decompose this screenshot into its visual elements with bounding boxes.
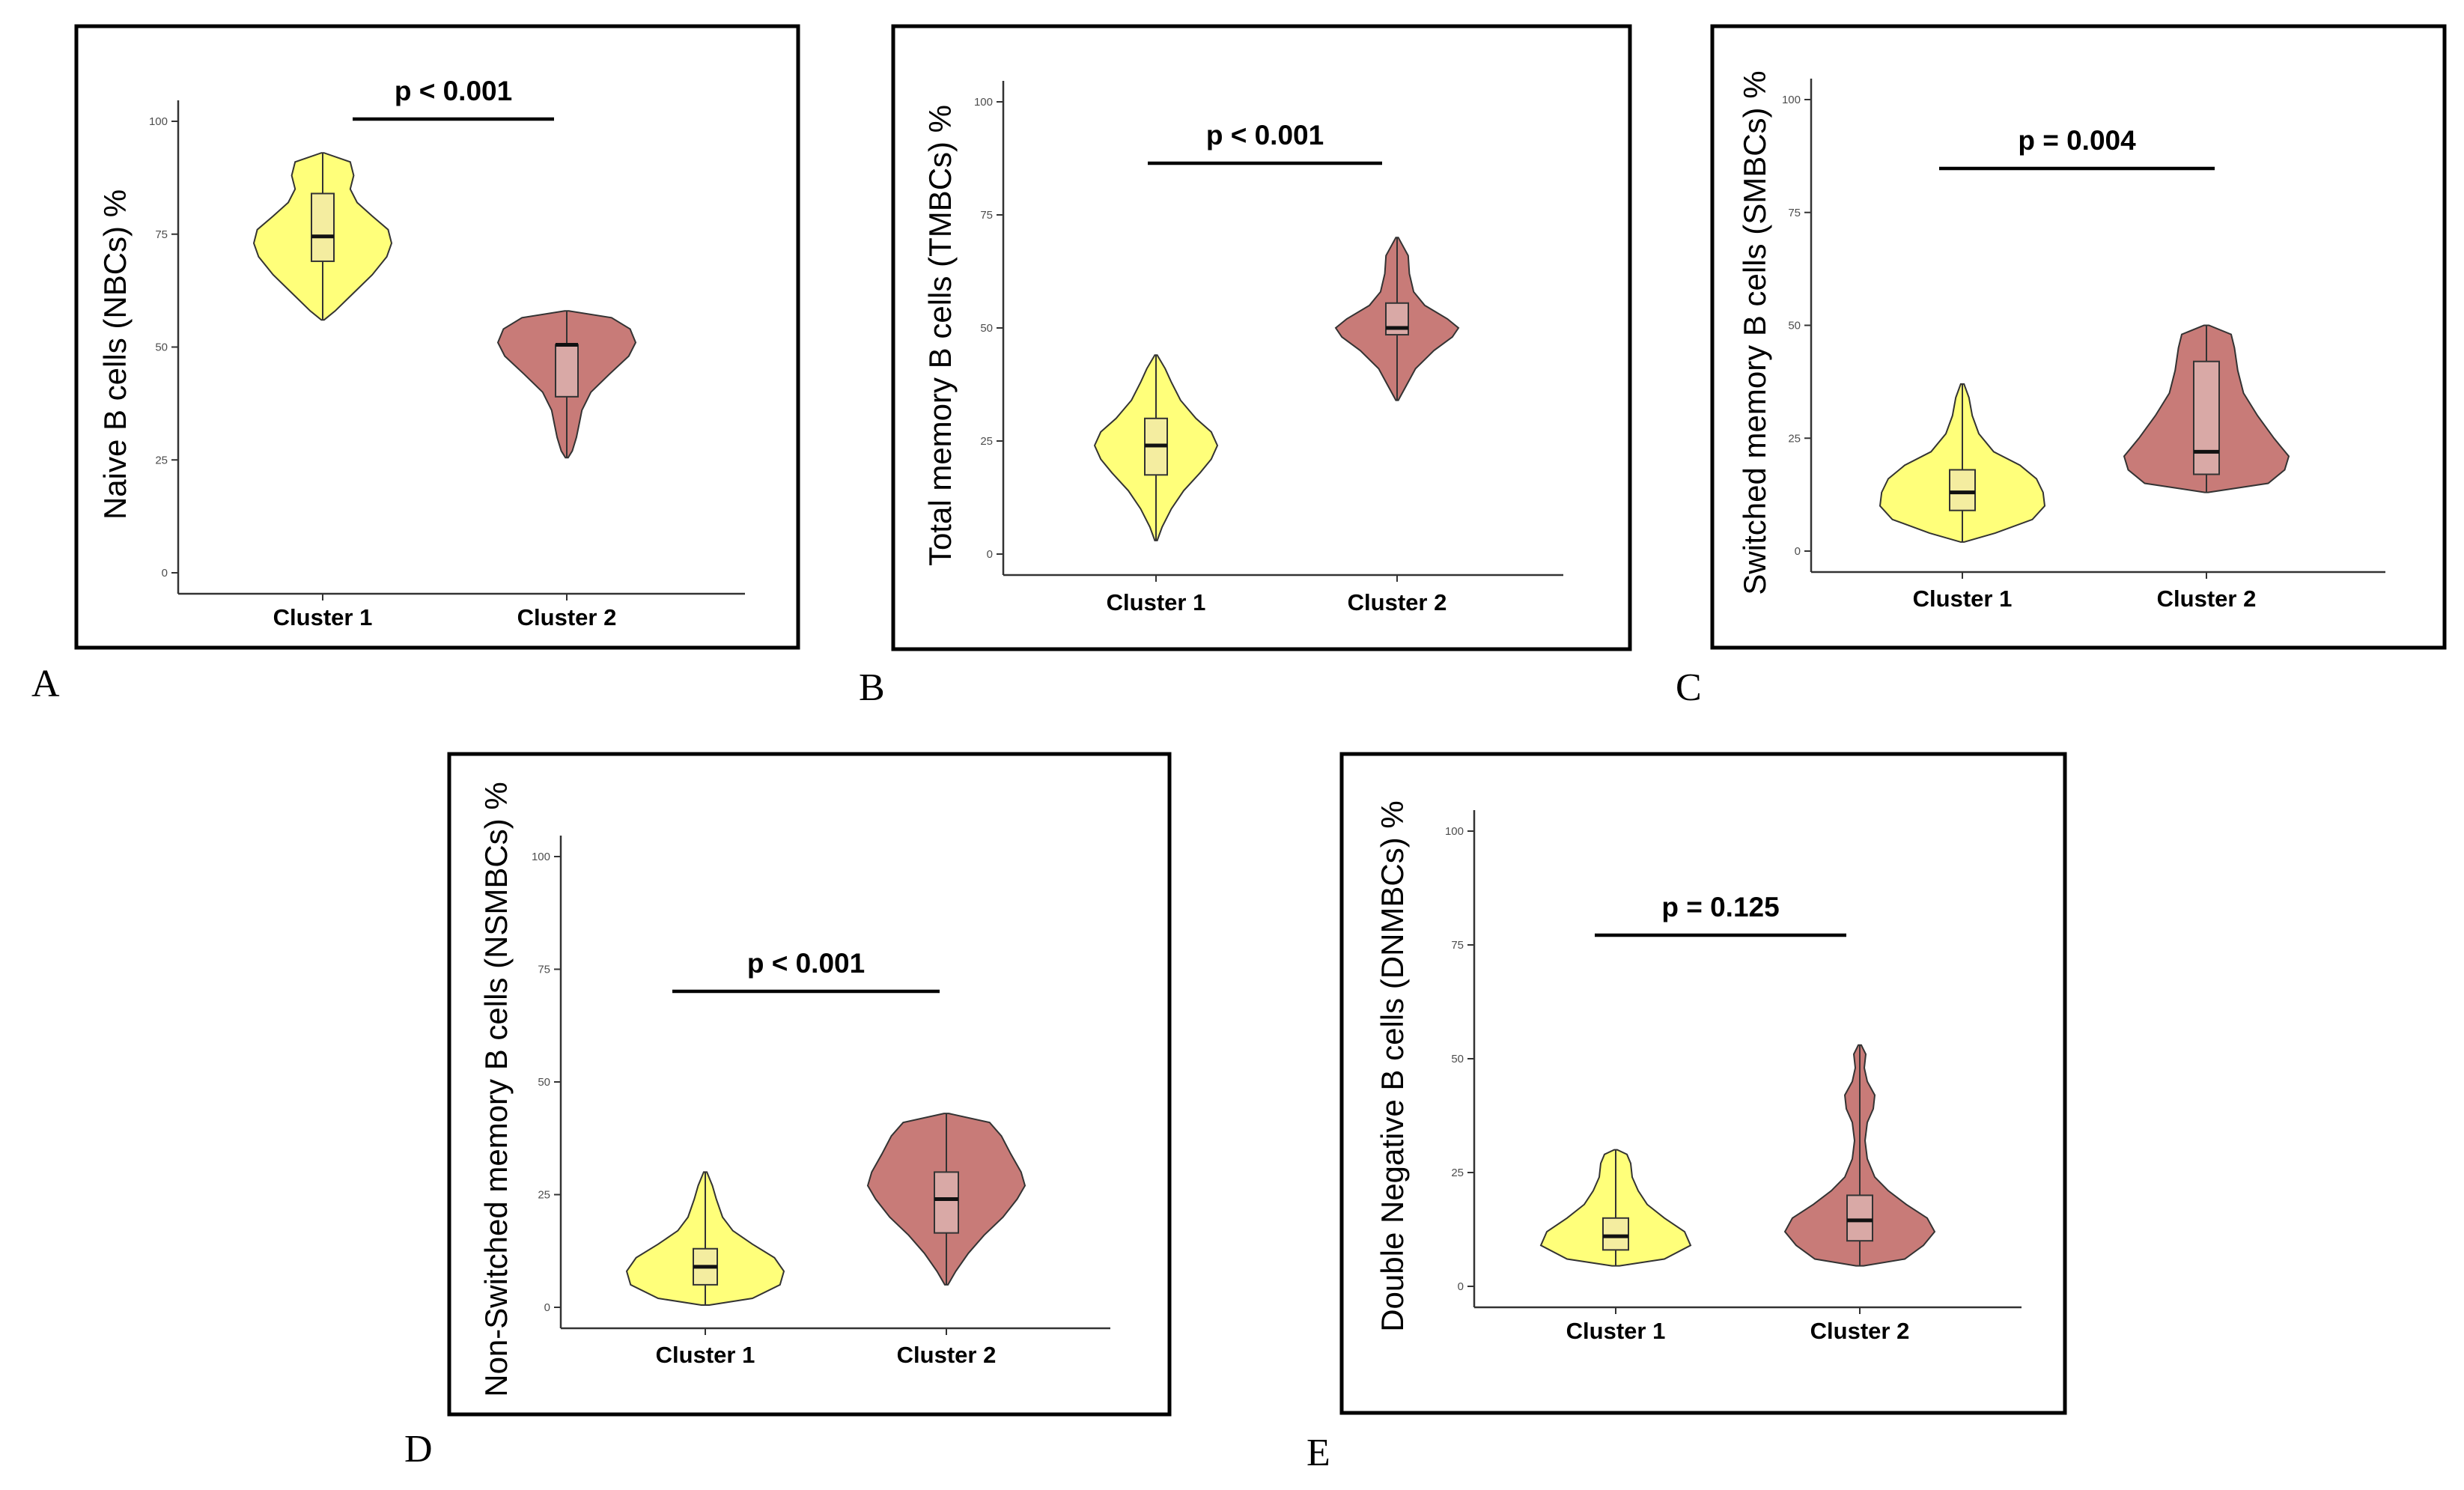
panel-e-box-cluster-2 xyxy=(1846,1194,1873,1242)
panel-c-frame xyxy=(1710,24,2447,650)
panel-d-box-cluster-2 xyxy=(934,1171,959,1234)
panel-e-x-label-cluster-1: Cluster 1 xyxy=(1566,1318,1666,1344)
panel-e-y-tick-label: 75 xyxy=(1451,939,1464,952)
panel-e-y-tick-label: 100 xyxy=(1445,825,1464,838)
panel-d-y-axis-title: Non-Switched memory B cells (NSMBCs) % xyxy=(478,782,514,1397)
panel-e-y-tick-label: 0 xyxy=(1458,1280,1464,1293)
panel-e-p-value: p = 0.125 xyxy=(1661,892,1779,922)
panel-c-box-cluster-2 xyxy=(2193,360,2220,475)
panel-a-x-label-cluster-1: Cluster 1 xyxy=(273,604,373,630)
panel-b-x-label-cluster-2: Cluster 2 xyxy=(1348,589,1447,615)
panel-d-y-tick-label: 50 xyxy=(538,1076,550,1089)
panel-c-y-tick-label: 75 xyxy=(1788,207,1801,219)
panel-c-x-label-cluster-1: Cluster 1 xyxy=(1913,586,2013,612)
panel-b-y-tick-label: 50 xyxy=(980,322,993,335)
panel-b-p-value: p < 0.001 xyxy=(1206,120,1324,150)
panel-b-frame xyxy=(891,24,1632,651)
panel-d-x-label-cluster-1: Cluster 1 xyxy=(656,1342,755,1368)
panel-a-p-value: p < 0.001 xyxy=(395,76,512,106)
panel-c-box-cluster-1 xyxy=(1949,469,1976,511)
panel-b-letter: B xyxy=(859,666,885,709)
panel-b: B 0 25 50 75 100 Cluster 1 Cluster 2 Total memo… xyxy=(859,24,1632,709)
panel-c-y-tick-label: 0 xyxy=(1795,545,1801,558)
panel-a-box-cluster-2 xyxy=(555,344,579,398)
panel-a-y-tick-label: 0 xyxy=(162,567,168,580)
panel-e-y-axis-title: Double Negative B cells (DNMBCs) % xyxy=(1375,800,1410,1332)
panel-b-x-label-cluster-1: Cluster 1 xyxy=(1107,589,1206,615)
panel-d: D 0 25 50 75 100 Cluster 1 Cluster 2 Non-Switch… xyxy=(404,752,1172,1471)
panel-e-frame xyxy=(1339,752,2067,1415)
panel-d-y-tick-label: 0 xyxy=(544,1301,550,1314)
panel-a-x-label-cluster-2: Cluster 2 xyxy=(517,604,617,630)
panel-e-y-tick-label: 50 xyxy=(1451,1053,1464,1065)
panel-b-y-axis-title: Total memory B cells (TMBCs) % xyxy=(922,105,958,566)
panel-d-x-label-cluster-2: Cluster 2 xyxy=(897,1342,997,1368)
panel-e-x-label-cluster-2: Cluster 2 xyxy=(1810,1318,1910,1344)
panel-d-p-value: p < 0.001 xyxy=(747,948,865,979)
panel-a-letter: A xyxy=(31,663,60,705)
panel-c: C 0 25 50 75 100 Cluster 1 Cluster 2 Switched m… xyxy=(1676,24,2447,709)
panel-d-y-tick-label: 25 xyxy=(538,1189,550,1202)
panel-e-box-cluster-1 xyxy=(1602,1217,1629,1251)
panel-b-y-tick-label: 0 xyxy=(987,548,993,561)
panel-d-y-tick-label: 75 xyxy=(538,964,550,976)
panel-e: E 0 25 50 75 100 Cluster 1 Cluster 2 Double Neg… xyxy=(1306,752,2067,1474)
panel-c-x-label-cluster-2: Cluster 2 xyxy=(2157,586,2257,612)
panel-d-frame xyxy=(447,752,1172,1417)
panel-c-y-tick-label: 50 xyxy=(1788,320,1801,332)
panel-c-y-tick-label: 100 xyxy=(1782,94,1801,106)
panel-a-y-tick-label: 50 xyxy=(155,341,168,354)
panel-c-y-axis-title: Switched memory B cells (SMBCs) % xyxy=(1737,70,1772,595)
panel-c-p-value: p = 0.004 xyxy=(2018,125,2136,156)
panel-c-y-tick-label: 25 xyxy=(1788,432,1801,445)
panel-b-y-tick-label: 100 xyxy=(974,96,993,109)
panel-a-box-cluster-1 xyxy=(311,192,335,262)
panel-a-y-tick-label: 100 xyxy=(149,115,168,128)
panel-e-letter: E xyxy=(1306,1432,1330,1474)
panel-a-y-tick-label: 25 xyxy=(155,454,168,466)
panel-d-letter: D xyxy=(404,1428,433,1471)
panel-a-y-tick-label: 75 xyxy=(155,228,168,241)
panel-b-box-cluster-2 xyxy=(1385,302,1409,336)
panel-d-y-tick-label: 100 xyxy=(532,851,550,863)
panel-b-y-tick-label: 75 xyxy=(980,209,993,222)
panel-b-y-tick-label: 25 xyxy=(980,435,993,448)
panel-e-y-tick-label: 25 xyxy=(1451,1167,1464,1179)
panel-a-y-axis-title: Naive B cells (NBCs) % xyxy=(97,189,133,520)
panel-c-letter: C xyxy=(1676,666,1702,709)
panel-a-frame xyxy=(74,24,800,650)
panel-a: A 0 25 50 75 100 Cluster 1 Cluster 2 Naive B ce… xyxy=(31,24,800,705)
